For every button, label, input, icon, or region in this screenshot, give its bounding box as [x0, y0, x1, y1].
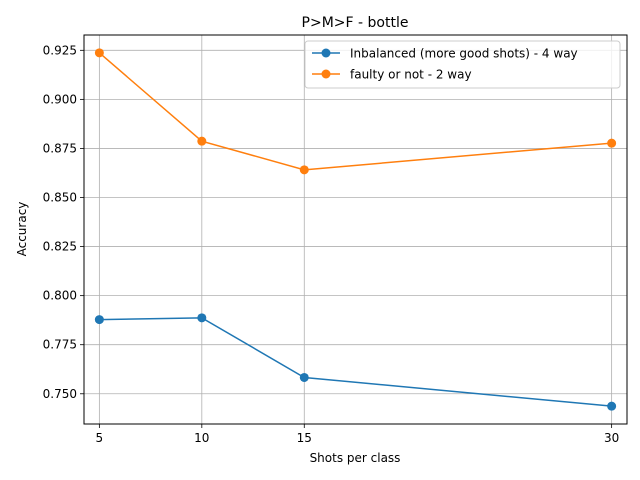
data-point: [299, 165, 309, 175]
x-axis-title: Shots per class: [310, 451, 401, 465]
legend-marker: [321, 48, 331, 58]
data-point: [197, 136, 207, 146]
y-tick-label: 0.925: [43, 43, 77, 57]
data-point: [299, 372, 309, 382]
y-tick-label: 0.850: [43, 191, 77, 205]
x-tick-label: 10: [194, 431, 209, 445]
legend-box: [304, 40, 621, 89]
series-layer: [94, 48, 617, 411]
legend-marker: [321, 69, 331, 79]
legend-label: Inbalanced (more good shots) - 4 way: [350, 47, 578, 61]
data-point: [94, 48, 104, 58]
grid: [84, 35, 627, 424]
y-axis: 0.750 0.775 0.800 0.825 0.850 0.875 0.900 0.925: [43, 43, 84, 401]
y-tick-label: 0.800: [43, 289, 77, 303]
x-axis: 5 10 15 30: [96, 424, 619, 445]
y-tick-label: 0.875: [43, 141, 77, 155]
y-tick-label: 0.825: [43, 240, 77, 254]
series-line-1: [99, 317, 612, 407]
x-tick-label: 15: [297, 431, 312, 445]
data-point: [607, 138, 617, 148]
y-axis-title: Accuracy: [15, 202, 29, 257]
data-point: [197, 313, 207, 323]
x-tick-label: 30: [604, 431, 619, 445]
plot-frame: [83, 34, 628, 425]
legend-label: faulty or not - 2 way: [350, 68, 472, 82]
y-tick-label: 0.750: [43, 387, 77, 401]
chart-title: P>M>F - bottle: [302, 15, 409, 31]
y-tick-label: 0.900: [43, 92, 77, 106]
data-point: [94, 315, 104, 325]
legend: Inbalanced (more good shots) - 4 way faul…: [304, 40, 621, 89]
data-point: [607, 401, 617, 411]
y-tick-label: 0.775: [43, 338, 77, 352]
series-line-2: [98, 52, 612, 171]
x-tick-label: 5: [96, 431, 104, 445]
